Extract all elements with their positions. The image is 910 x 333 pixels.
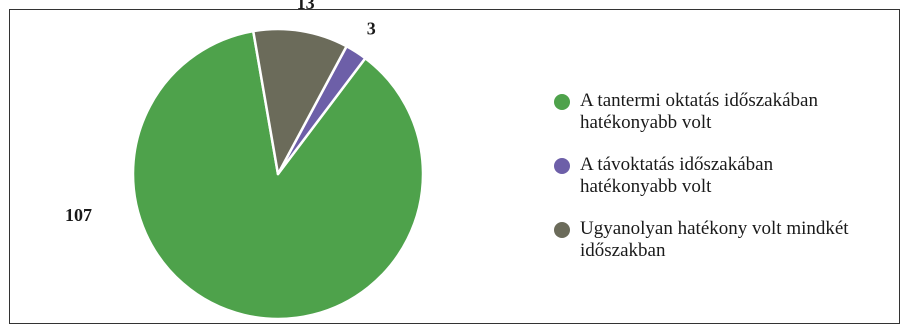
legend-swatch-tantermi bbox=[554, 94, 570, 110]
legend-swatch-tavoktatas bbox=[554, 158, 570, 174]
legend-item-ugyanolyan: Ugyanolyan hatékony volt mindkét időszak… bbox=[554, 218, 884, 262]
data-label-tantermi: 107 bbox=[65, 205, 92, 225]
legend-item-tantermi: A tantermi oktatás időszakában hatékonya… bbox=[554, 90, 884, 134]
legend-swatch-ugyanolyan bbox=[554, 222, 570, 238]
pie-slice-ugyanolyan bbox=[251, 27, 348, 176]
legend-label-tantermi: A tantermi oktatás időszakában hatékonya… bbox=[580, 90, 818, 133]
legend-item-tavoktatas: A távoktatás időszakában hatékonyabb vol… bbox=[554, 154, 884, 198]
legend: A tantermi oktatás időszakában hatékonya… bbox=[554, 90, 884, 282]
legend-label-ugyanolyan: Ugyanolyan hatékony volt mindkét időszak… bbox=[580, 218, 849, 261]
legend-label-tavoktatas: A távoktatás időszakában hatékonyabb vol… bbox=[580, 154, 774, 197]
data-label-ugyanolyan: 13 bbox=[297, 0, 315, 13]
data-label-tavoktatas: 3 bbox=[367, 18, 376, 38]
